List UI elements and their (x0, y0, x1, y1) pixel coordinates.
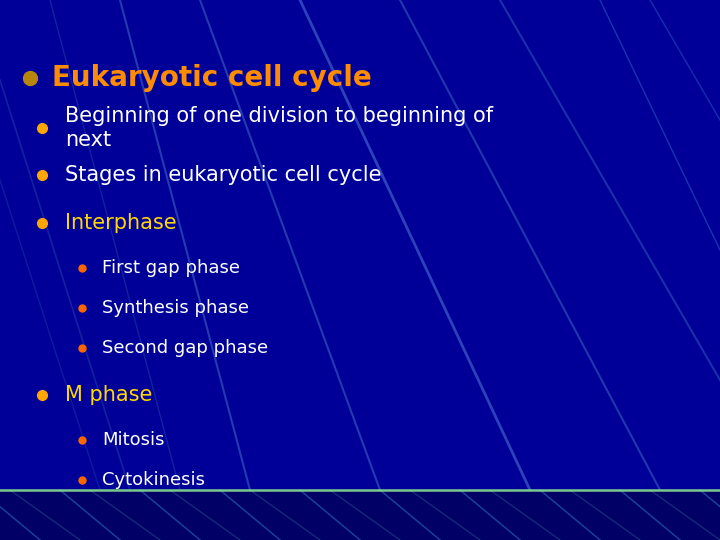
Text: Beginning of one division to beginning of
next: Beginning of one division to beginning o… (65, 106, 493, 150)
Text: M phase: M phase (65, 385, 153, 405)
Text: Mitosis: Mitosis (102, 431, 164, 449)
Text: Stages in eukaryotic cell cycle: Stages in eukaryotic cell cycle (65, 165, 382, 185)
Text: Second gap phase: Second gap phase (102, 339, 268, 357)
Bar (0, 490, 720, 540)
Text: First gap phase: First gap phase (102, 259, 240, 277)
Text: Cytokinesis: Cytokinesis (102, 471, 205, 489)
Text: Eukaryotic cell cycle: Eukaryotic cell cycle (52, 64, 372, 92)
Text: Synthesis phase: Synthesis phase (102, 299, 249, 317)
Text: Interphase: Interphase (65, 213, 176, 233)
